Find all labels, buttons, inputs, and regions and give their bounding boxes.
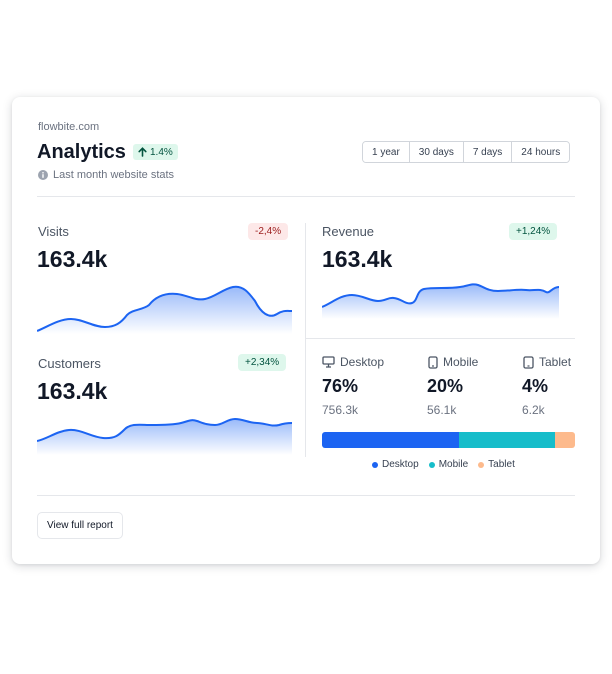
change-badge: 1.4%	[133, 144, 178, 160]
device-tablet-label: Tablet	[523, 355, 571, 369]
view-full-report-button[interactable]: View full report	[37, 512, 123, 539]
range-selector: 1 year 30 days 7 days 24 hours	[362, 141, 571, 163]
desktop-name: Desktop	[340, 355, 385, 369]
mobile-icon	[428, 355, 438, 369]
arrow-up-icon	[138, 147, 147, 157]
range-30-days[interactable]: 30 days	[408, 142, 463, 162]
tablet-name: Tablet	[539, 355, 572, 369]
visits-value: 163.4k	[37, 246, 108, 272]
mobile-percent: 20%	[427, 376, 464, 396]
revenue-label: Revenue	[322, 224, 375, 239]
device-desktop-label: Desktop	[322, 355, 384, 369]
monitor-icon	[322, 356, 335, 368]
revenue-value: 163.4k	[322, 246, 393, 272]
row-divider	[305, 338, 575, 339]
tablet-icon	[523, 355, 534, 369]
legend-desktop-label: Desktop	[382, 459, 419, 470]
legend-mobile-label: Mobile	[438, 459, 469, 470]
legend-desktop: Desktop	[372, 459, 419, 470]
share-segment-desktop	[322, 432, 459, 448]
device-share-bar	[322, 432, 575, 448]
column-divider	[305, 223, 306, 457]
page-title: Analytics	[37, 141, 126, 163]
legend-mobile: Mobile	[428, 459, 469, 470]
share-segment-mobile	[458, 432, 555, 448]
analytics-card: flowbite.com Analytics 1.4% Last month w…	[12, 97, 600, 564]
subtitle: Last month website stats	[38, 169, 174, 181]
legend-tablet-dot	[478, 461, 485, 468]
device-mobile-label: Mobile	[428, 355, 478, 369]
range-7-days[interactable]: 7 days	[462, 142, 512, 162]
visits-sparkline	[37, 285, 292, 334]
revenue-change-badge: +1,24%	[509, 223, 558, 240]
share-segment-tablet	[554, 432, 575, 448]
customers-value: 163.4k	[37, 378, 108, 404]
desktop-percent: 76%	[322, 376, 359, 396]
tablet-percent: 4%	[522, 376, 549, 396]
customers-label: Customers	[38, 356, 101, 371]
customers-sparkline	[37, 417, 292, 455]
visits-change-badge: -2,4%	[248, 223, 289, 240]
tablet-count: 6.2k	[522, 403, 545, 417]
legend-tablet-label: Tablet	[488, 459, 515, 470]
desktop-count: 756.3k	[322, 403, 359, 417]
visits-label: Visits	[38, 224, 69, 239]
customers-change-badge: +2,34%	[238, 354, 287, 371]
range-24-hours[interactable]: 24 hours	[511, 142, 570, 162]
footer-divider	[37, 495, 575, 496]
device-legend: Desktop Mobile Tablet	[372, 459, 515, 470]
revenue-sparkline	[322, 283, 559, 319]
legend-mobile-dot	[428, 461, 435, 468]
header-divider	[37, 196, 575, 197]
range-1-year[interactable]: 1 year	[363, 142, 409, 162]
legend-tablet: Tablet	[478, 459, 515, 470]
subtitle-text: Last month website stats	[53, 169, 175, 181]
site-domain: flowbite.com	[38, 121, 100, 133]
change-value: 1.4%	[150, 146, 173, 158]
info-icon	[38, 170, 48, 180]
mobile-count: 56.1k	[427, 403, 457, 417]
legend-desktop-dot	[372, 461, 378, 468]
mobile-name: Mobile	[443, 355, 479, 369]
